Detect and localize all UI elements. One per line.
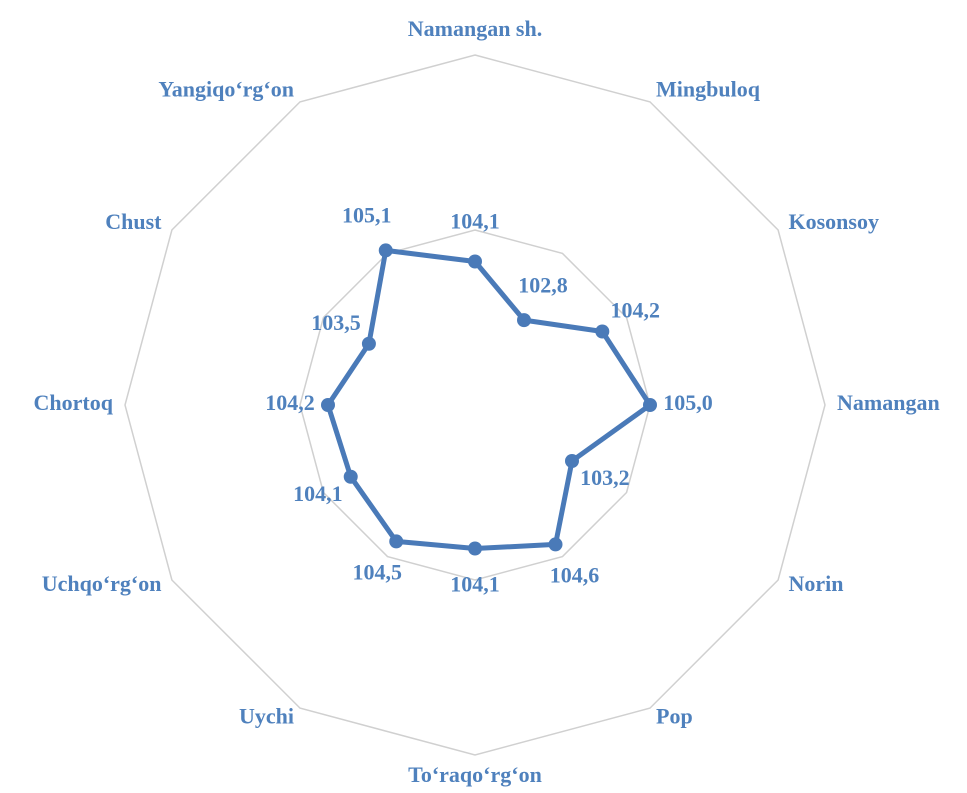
category-label: Chust	[105, 209, 162, 234]
data-point	[378, 243, 393, 258]
grid-line	[124, 54, 826, 756]
grid-line	[299, 229, 651, 581]
category-label: Yangiqo‘rg‘on	[158, 77, 294, 102]
data-label: 103,5	[311, 310, 361, 335]
data-label: 103,2	[580, 465, 630, 490]
category-label: Pop	[656, 704, 693, 729]
data-label: 104,1	[293, 481, 343, 506]
data-point	[343, 469, 358, 484]
category-label: Mingbuloq	[656, 77, 761, 102]
category-label: Norin	[789, 571, 844, 596]
category-label: Uchqo‘rg‘on	[42, 571, 162, 596]
data-point	[321, 398, 335, 412]
data-label: 104,6	[550, 562, 600, 587]
data-label: 104,5	[353, 559, 403, 584]
data-point	[361, 336, 376, 351]
category-label: Namangan sh.	[408, 16, 542, 41]
data-label: 102,8	[518, 272, 568, 297]
data-label: 105,1	[342, 203, 392, 228]
data-point	[643, 398, 657, 412]
category-label: Kosonsoy	[789, 209, 879, 234]
data-point	[468, 254, 482, 269]
data-point	[389, 534, 404, 549]
data-label: 105,0	[663, 390, 713, 415]
data-label: 104,2	[265, 390, 315, 415]
data-point	[564, 454, 579, 468]
data-point	[468, 541, 482, 556]
category-label: To‘raqo‘rg‘on	[408, 762, 542, 787]
data-point	[517, 313, 531, 328]
data-label: 104,1	[450, 572, 500, 597]
category-label: Uychi	[239, 704, 294, 729]
category-label: Namangan	[837, 390, 940, 415]
data-point	[595, 324, 610, 339]
category-label: Chortoq	[34, 390, 114, 415]
data-point	[548, 537, 563, 552]
series-line	[325, 247, 653, 551]
data-label: 104,1	[450, 209, 500, 234]
data-label: 104,2	[610, 298, 660, 323]
